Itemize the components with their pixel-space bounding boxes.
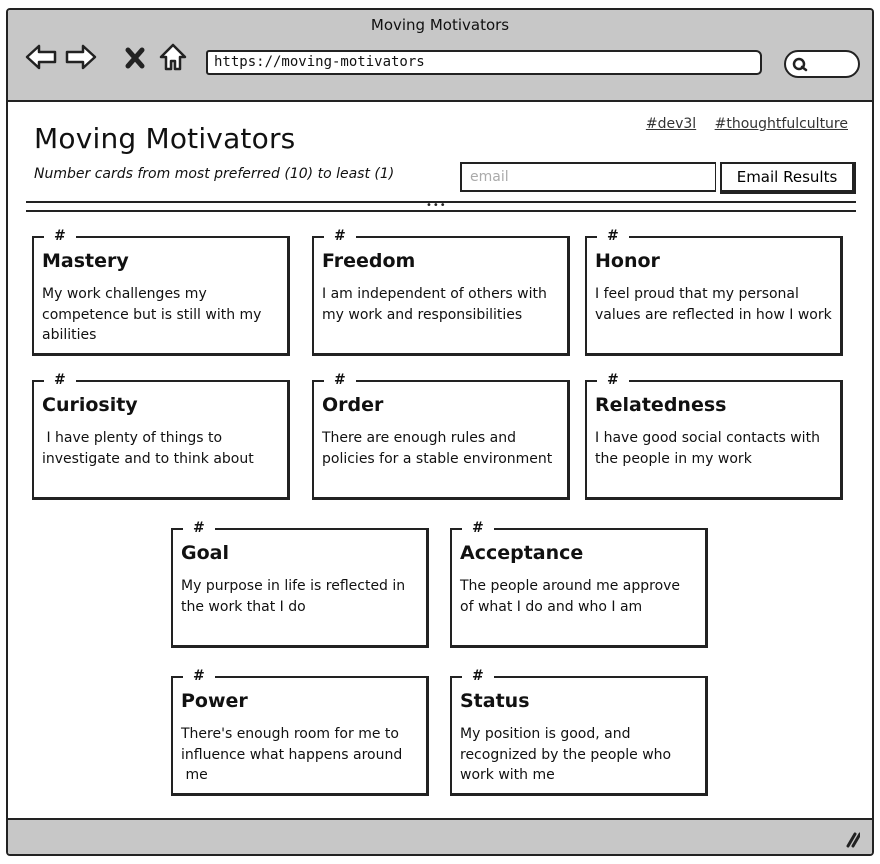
motivator-card-status[interactable]: # Status My position is good, and recogn… bbox=[450, 667, 708, 796]
tag-link-dev3l[interactable]: #dev3l bbox=[645, 116, 697, 132]
card-title: Acceptance bbox=[460, 542, 584, 564]
card-description: There's enough room for me to influence … bbox=[181, 726, 403, 783]
card-title: Relatedness bbox=[595, 394, 727, 416]
home-icon[interactable] bbox=[156, 40, 190, 74]
card-description: I am independent of others with my work … bbox=[322, 286, 552, 323]
search-button[interactable] bbox=[784, 50, 860, 78]
card-title: Power bbox=[181, 690, 248, 712]
card-description: The people around me approve of what I d… bbox=[460, 578, 685, 615]
motivator-card-curiosity[interactable]: # Curiosity I have plenty of things to i… bbox=[32, 371, 290, 500]
resize-grip-icon[interactable] bbox=[840, 828, 860, 848]
page-content: #dev3l #thoughtfulculture Moving Motivat… bbox=[8, 104, 872, 820]
divider-top bbox=[26, 201, 856, 203]
card-description: My purpose in life is reflected in the w… bbox=[181, 578, 410, 615]
card-title: Curiosity bbox=[42, 394, 138, 416]
card-title: Honor bbox=[595, 250, 660, 272]
card-description: My position is good, and recognized by t… bbox=[460, 726, 676, 783]
card-description: I feel proud that my personal values are… bbox=[595, 286, 832, 323]
card-title: Status bbox=[460, 690, 530, 712]
divider-bottom bbox=[26, 210, 856, 212]
card-number[interactable]: # bbox=[324, 371, 356, 389]
card-number[interactable]: # bbox=[44, 227, 76, 245]
status-bar bbox=[8, 818, 872, 854]
motivator-card-goal[interactable]: # Goal My purpose in life is reflected i… bbox=[171, 519, 429, 648]
card-description: My work challenges my competence but is … bbox=[42, 286, 266, 343]
motivator-card-relatedness[interactable]: # Relatedness I have good social contact… bbox=[585, 371, 843, 500]
motivator-card-honor[interactable]: # Honor I feel proud that my personal va… bbox=[585, 227, 843, 356]
splitter-handle[interactable]: ••• bbox=[426, 200, 447, 211]
card-number[interactable]: # bbox=[324, 227, 356, 245]
hashtag-links: #dev3l #thoughtfulculture bbox=[632, 116, 848, 132]
email-field[interactable] bbox=[460, 162, 716, 192]
card-number[interactable]: # bbox=[462, 667, 494, 685]
email-results-button[interactable]: Email Results bbox=[720, 162, 856, 194]
card-number[interactable]: # bbox=[44, 371, 76, 389]
search-icon bbox=[792, 57, 808, 72]
card-title: Mastery bbox=[42, 250, 129, 272]
motivator-card-power[interactable]: # Power There's enough room for me to in… bbox=[171, 667, 429, 796]
forward-arrow-icon[interactable] bbox=[64, 40, 98, 74]
browser-toolbar: Moving Motivators https://moving-motivat… bbox=[8, 10, 872, 102]
motivator-card-mastery[interactable]: # Mastery My work challenges my competen… bbox=[32, 227, 290, 356]
card-number[interactable]: # bbox=[597, 371, 629, 389]
card-description: I have good social contacts with the peo… bbox=[595, 430, 825, 467]
motivator-card-order[interactable]: # Order There are enough rules and polic… bbox=[312, 371, 570, 500]
motivator-card-freedom[interactable]: # Freedom I am independent of others wit… bbox=[312, 227, 570, 356]
card-title: Order bbox=[322, 394, 384, 416]
close-icon[interactable] bbox=[124, 40, 146, 74]
card-number[interactable]: # bbox=[597, 227, 629, 245]
page-title: Moving Motivators bbox=[34, 122, 296, 155]
card-description: There are enough rules and policies for … bbox=[322, 430, 553, 467]
card-title: Goal bbox=[181, 542, 229, 564]
card-description: I have plenty of things to investigate a… bbox=[42, 430, 254, 467]
card-number[interactable]: # bbox=[462, 519, 494, 537]
tag-link-thoughtfulculture[interactable]: #thoughtfulculture bbox=[714, 116, 848, 132]
browser-window: Moving Motivators https://moving-motivat… bbox=[6, 8, 874, 856]
address-bar[interactable]: https://moving-motivators bbox=[206, 50, 762, 75]
back-arrow-icon[interactable] bbox=[24, 40, 58, 74]
motivator-card-acceptance[interactable]: # Acceptance The people around me approv… bbox=[450, 519, 708, 648]
card-number[interactable]: # bbox=[183, 667, 215, 685]
card-number[interactable]: # bbox=[183, 519, 215, 537]
window-title: Moving Motivators bbox=[370, 16, 510, 34]
instructions: Number cards from most preferred (10) to… bbox=[34, 166, 395, 182]
card-title: Freedom bbox=[322, 250, 416, 272]
